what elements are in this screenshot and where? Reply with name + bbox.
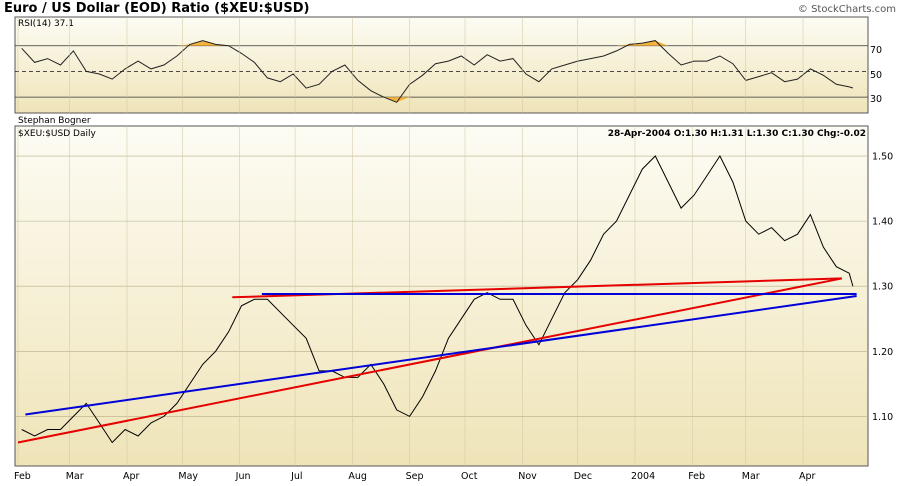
rsi-shade (616, 44, 630, 46)
price-x-tick-label: Nov (518, 471, 537, 482)
price-x-tick-label: Jul (290, 471, 302, 482)
rsi-level-50: 50 (870, 70, 882, 81)
copyright-label[interactable]: © StockCharts.com (798, 4, 896, 15)
price-gridlines (15, 17, 868, 466)
rsi-level-70: 70 (870, 45, 882, 56)
price-y-tick-label: 1.50 (872, 152, 893, 163)
rsi-shade (642, 40, 656, 46)
price-x-tick-label: Jun (235, 471, 251, 482)
author-label: Stephan Bogner (18, 116, 91, 126)
price-x-tick-label: Aug (348, 471, 367, 482)
rsi-label: RSI(14) 37.1 (18, 19, 74, 29)
price-x-tick-label: May (178, 471, 198, 482)
series-label: $XEU:$USD Daily (18, 129, 96, 139)
price-y-tick-label: 1.10 (872, 412, 893, 423)
price-x-tick-label: Apr (799, 471, 816, 482)
price-x-tick-label: Mar (66, 471, 84, 482)
price-x-tick-label: Sep (406, 471, 424, 482)
price-x-tick-label: 2004 (631, 471, 655, 482)
price-y-tick-label: 1.30 (872, 282, 893, 293)
trendline-red-rising-support (17, 277, 843, 444)
chart-title: Euro / US Dollar (EOD) Ratio ($XEU:$USD) (4, 1, 309, 16)
price-x-tick-label: Feb (14, 471, 31, 482)
price-x-tick-label: Dec (574, 471, 592, 482)
price-y-tick-label: 1.20 (872, 347, 893, 358)
price-panel (14, 125, 869, 467)
price-x-tick-label: Feb (688, 471, 705, 482)
trendline-blue-rising-support (25, 295, 857, 416)
price-y-tick-label: 1.40 (872, 217, 893, 228)
rsi-level-30: 30 (870, 94, 882, 105)
price-x-tick-label: Oct (461, 471, 478, 482)
price-x-tick-label: Apr (123, 471, 140, 482)
price-y-axis: 1.10 1.20 1.30 1.40 1.50 (872, 152, 893, 423)
quote-label: 28-Apr-2004 O:1.30 H:1.31 L:1.30 C:1.30 … (608, 129, 866, 139)
rsi-shade (176, 44, 190, 46)
trendlines (17, 277, 857, 444)
rsi-line (21, 40, 854, 103)
rsi-panel (14, 16, 869, 114)
price-x-tick-label: Mar (742, 471, 760, 482)
price-x-axis: Feb Mar Apr May Jun Jul Aug Sep Oct Nov Dec 2004 Feb… (14, 471, 816, 482)
rsi-reference-lines (15, 45, 868, 98)
